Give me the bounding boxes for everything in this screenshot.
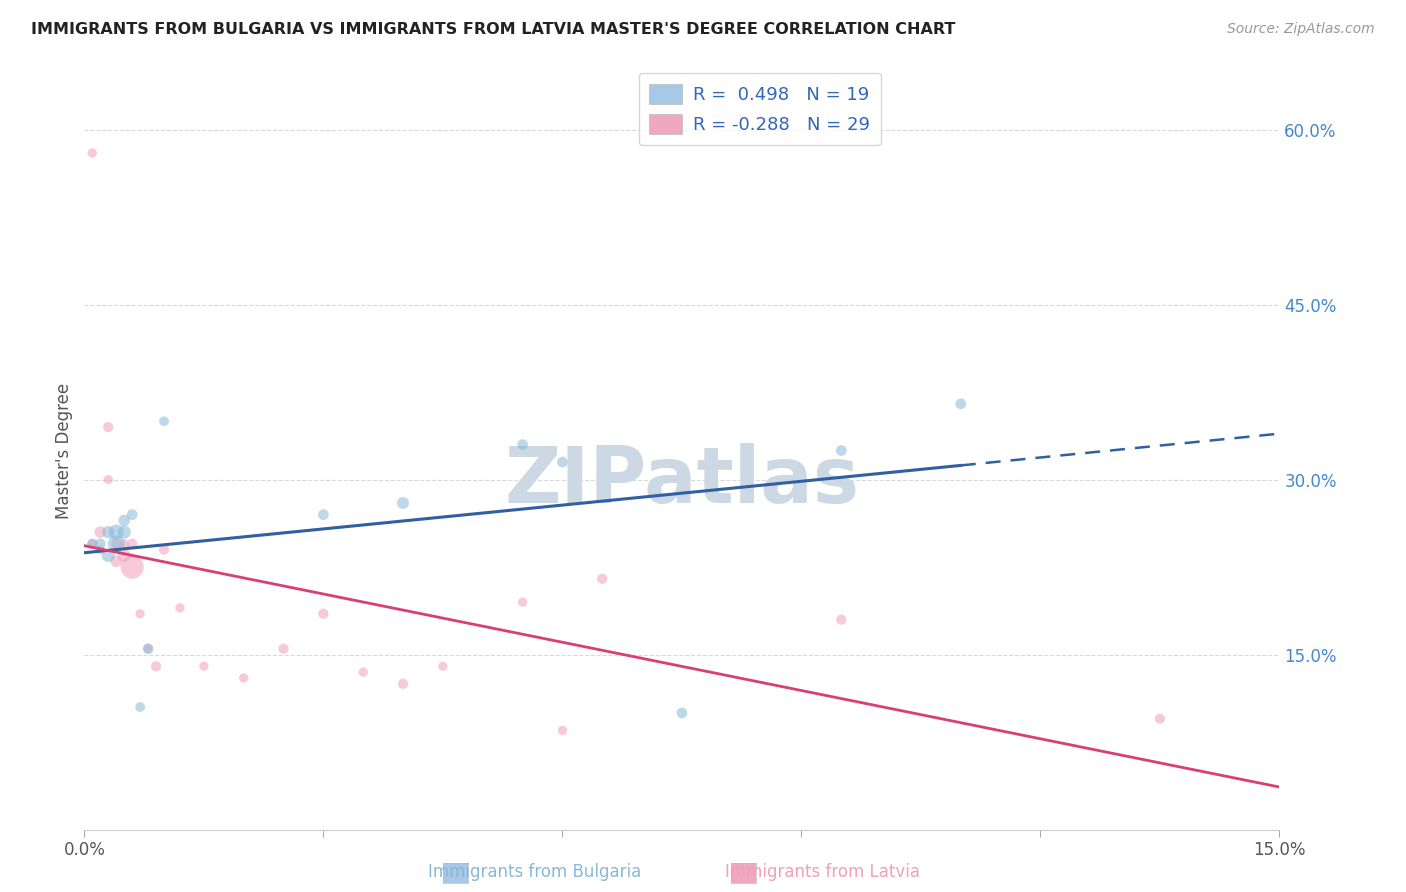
- Point: [512, 437, 534, 451]
- Point: [89, 542, 111, 557]
- Point: [129, 607, 152, 621]
- Point: [105, 554, 128, 568]
- Point: [121, 560, 143, 574]
- Point: [112, 549, 135, 563]
- Point: [352, 665, 374, 679]
- Text: IMMIGRANTS FROM BULGARIA VS IMMIGRANTS FROM LATVIA MASTER'S DEGREE CORRELATION C: IMMIGRANTS FROM BULGARIA VS IMMIGRANTS F…: [31, 22, 955, 37]
- Point: [97, 549, 120, 563]
- Point: [312, 607, 335, 621]
- Point: [136, 641, 159, 656]
- Point: [551, 455, 574, 469]
- Point: [89, 525, 111, 540]
- Point: [671, 706, 693, 720]
- Point: [153, 414, 176, 428]
- Legend: R =  0.498   N = 19, R = -0.288   N = 29: R = 0.498 N = 19, R = -0.288 N = 29: [638, 73, 880, 145]
- Point: [512, 595, 534, 609]
- Text: Source: ZipAtlas.com: Source: ZipAtlas.com: [1227, 22, 1375, 37]
- Point: [112, 513, 135, 527]
- Text: Immigrants from Bulgaria: Immigrants from Bulgaria: [427, 863, 641, 881]
- Point: [82, 537, 104, 551]
- Point: [830, 613, 852, 627]
- Point: [193, 659, 215, 673]
- Y-axis label: Master's Degree: Master's Degree: [55, 383, 73, 518]
- Point: [97, 525, 120, 540]
- Point: [136, 641, 159, 656]
- Point: [105, 537, 128, 551]
- Point: [112, 537, 135, 551]
- Point: [392, 496, 415, 510]
- Point: [432, 659, 454, 673]
- Point: [551, 723, 574, 738]
- Point: [121, 537, 143, 551]
- Point: [82, 537, 104, 551]
- Text: ZIPatlas: ZIPatlas: [505, 442, 859, 519]
- Point: [312, 508, 335, 522]
- Point: [145, 659, 167, 673]
- Point: [97, 420, 120, 434]
- Point: [169, 601, 191, 615]
- Point: [89, 537, 111, 551]
- Point: [830, 443, 852, 458]
- Point: [97, 473, 120, 487]
- Point: [1149, 712, 1171, 726]
- Point: [105, 537, 128, 551]
- Point: [129, 700, 152, 714]
- Point: [591, 572, 613, 586]
- Text: Immigrants from Latvia: Immigrants from Latvia: [725, 863, 920, 881]
- Point: [273, 641, 295, 656]
- Point: [121, 508, 143, 522]
- Point: [82, 146, 104, 161]
- Point: [153, 542, 176, 557]
- Point: [232, 671, 254, 685]
- Point: [105, 525, 128, 540]
- Point: [949, 397, 972, 411]
- Point: [392, 677, 415, 691]
- Point: [112, 525, 135, 540]
